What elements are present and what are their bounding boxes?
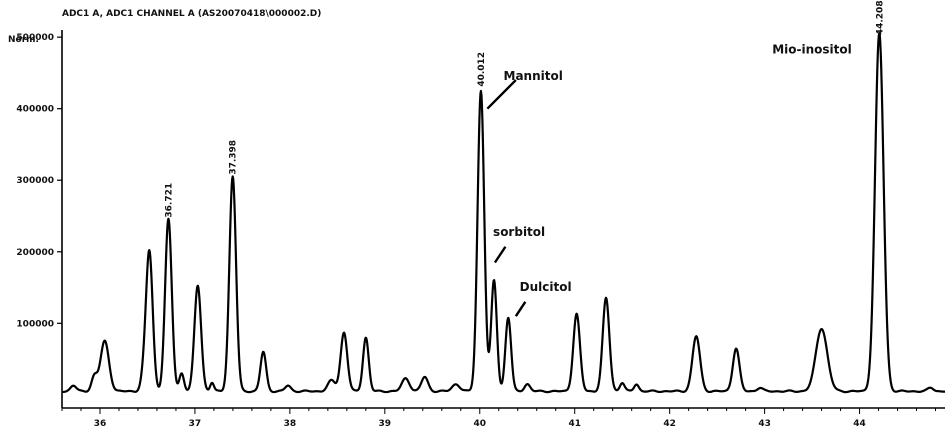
x-tick-label: 41 xyxy=(568,419,581,429)
x-tick-label: 37 xyxy=(189,419,202,429)
annotation-leader-line xyxy=(486,79,517,110)
peak-retention-label: 40.012 xyxy=(477,52,487,87)
y-tick-label: 400000 xyxy=(16,105,54,115)
x-tick-label: 40 xyxy=(473,419,486,429)
y-tick-label: 100000 xyxy=(16,319,54,329)
x-tick-label: 44 xyxy=(853,419,866,429)
labels-layer: 36.721 37.398 40.012 44.208 Mannitol sorbitol… xyxy=(164,0,885,317)
annotation-leader-line xyxy=(514,301,527,317)
y-axis-unit-label: Norm. xyxy=(8,35,39,45)
chromatogram-trace xyxy=(61,32,946,394)
axes-layer: 100000 200000 300000 400000 500000 36 37 38 39 40… xyxy=(16,30,945,429)
x-tick-label: 38 xyxy=(284,419,297,429)
x-tick-label: 39 xyxy=(379,419,392,429)
annotation-leader-line xyxy=(493,246,507,264)
x-tick-label: 36 xyxy=(94,419,107,429)
compound-annotation: sorbitol xyxy=(493,225,545,239)
trace-layer xyxy=(61,32,946,394)
peak-retention-label: 44.208 xyxy=(875,0,885,35)
peak-retention-label: 36.721 xyxy=(164,183,174,218)
y-tick-label: 500000 xyxy=(16,33,54,43)
peak-retention-label: 37.398 xyxy=(229,140,239,175)
x-tick-label: 43 xyxy=(758,419,771,429)
chart-title: ADC1 A, ADC1 CHANNEL A (AS20070418\00000… xyxy=(62,9,321,19)
y-tick-label: 200000 xyxy=(16,248,54,258)
y-tick-label: 300000 xyxy=(16,176,54,186)
compound-annotation: Mannitol xyxy=(504,69,563,83)
compound-annotation: Dulcitol xyxy=(520,280,572,294)
compound-annotation: Mio-inositol xyxy=(772,43,852,57)
x-tick-label: 42 xyxy=(663,419,676,429)
